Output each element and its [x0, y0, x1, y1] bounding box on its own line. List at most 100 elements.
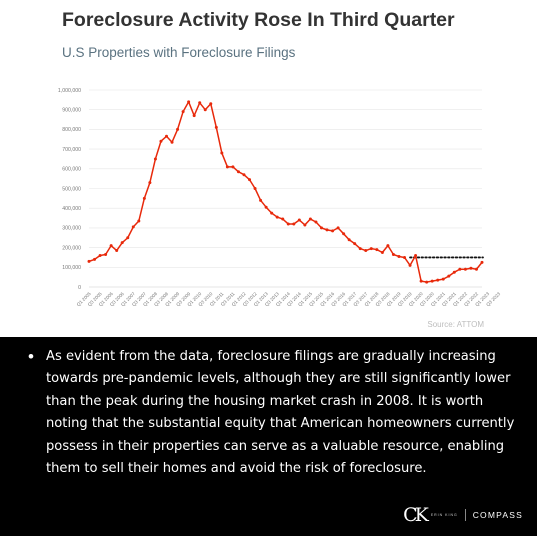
data-point	[231, 165, 235, 169]
data-point	[214, 125, 218, 129]
data-point	[225, 165, 229, 169]
data-point	[419, 279, 423, 283]
y-tick-label: 600,000	[62, 167, 81, 173]
data-point	[275, 215, 279, 219]
chart-title: Foreclosure Activity Rose In Third Quart…	[62, 9, 455, 31]
data-point	[303, 223, 307, 227]
data-point	[126, 236, 130, 240]
data-point	[314, 220, 318, 224]
data-point	[187, 100, 191, 104]
data-point	[242, 173, 246, 177]
data-point	[425, 280, 429, 284]
compass-logo: COMPASS	[472, 510, 523, 520]
data-point	[181, 110, 185, 114]
series-line	[88, 101, 483, 283]
data-point	[192, 114, 196, 118]
data-point	[209, 102, 213, 106]
data-point	[447, 274, 451, 278]
data-point	[87, 259, 91, 263]
data-point	[236, 170, 240, 174]
y-tick-label: 700,000	[62, 147, 81, 153]
data-point	[319, 226, 323, 230]
data-point	[153, 157, 157, 161]
data-point	[397, 254, 401, 258]
line-chart: 0 100,000 200,000 300,000 400,000 500,000 600,…	[58, 88, 502, 307]
data-point	[452, 270, 456, 274]
y-tick-label: 0	[78, 285, 81, 291]
note-text: As evident from the data, foreclosure fi…	[46, 349, 515, 477]
y-tick-label: 400,000	[62, 206, 81, 212]
data-point	[142, 196, 146, 200]
data-point	[170, 140, 174, 144]
data-point	[286, 222, 290, 226]
brand-footer: CK ERIN KING COMPASS	[403, 504, 523, 526]
note-panel: • As evident from the data, foreclosure …	[0, 337, 537, 536]
data-point	[248, 178, 252, 182]
chart-subtitle: U.S Properties with Foreclosure Filings	[62, 45, 296, 60]
data-point	[253, 187, 257, 190]
brand-divider	[464, 509, 466, 521]
data-point	[297, 218, 301, 222]
brand-name: ERIN KING	[430, 513, 458, 517]
data-point	[281, 217, 285, 221]
data-point	[115, 249, 119, 253]
data-point	[463, 267, 467, 271]
data-point	[308, 217, 312, 221]
data-point	[120, 241, 124, 245]
y-tick-label: 1,000,000	[58, 88, 81, 94]
y-axis-ticks: 0 100,000 200,000 300,000 400,000 500,000 600,…	[58, 88, 81, 291]
data-point	[436, 278, 440, 282]
data-point	[93, 257, 97, 261]
data-point	[131, 225, 135, 229]
data-point	[358, 247, 362, 251]
data-point	[164, 134, 168, 138]
data-point	[364, 249, 368, 253]
data-point	[148, 181, 152, 185]
data-point	[159, 139, 163, 143]
data-point	[203, 108, 207, 112]
data-point	[380, 251, 384, 255]
data-point	[109, 244, 113, 248]
data-point	[391, 252, 395, 256]
data-point	[325, 228, 329, 232]
y-tick-label: 300,000	[62, 226, 81, 232]
y-tick-label: 100,000	[62, 265, 81, 271]
y-tick-label: 500,000	[62, 186, 81, 192]
data-point	[458, 267, 462, 271]
data-point	[331, 229, 335, 233]
data-point	[264, 205, 268, 209]
data-point	[469, 266, 473, 270]
chart-panel: Foreclosure Activity Rose In Third Quart…	[57, 9, 502, 329]
series-layer	[87, 100, 484, 284]
erin-king-logo: CK	[403, 504, 429, 526]
data-point	[386, 244, 390, 248]
y-tick-label: 800,000	[62, 127, 81, 133]
data-point	[342, 232, 346, 236]
data-point	[375, 248, 379, 252]
bullet-icon: •	[28, 347, 34, 366]
y-tick-label: 200,000	[62, 245, 81, 251]
data-point	[98, 253, 102, 257]
data-point	[408, 263, 412, 267]
data-point	[480, 260, 484, 264]
data-point	[441, 277, 445, 281]
data-point	[353, 242, 357, 246]
data-point	[336, 226, 340, 230]
data-point	[104, 252, 108, 256]
data-point	[430, 279, 434, 283]
data-point	[220, 151, 224, 155]
gridlines	[89, 89, 482, 288]
data-point	[259, 198, 263, 202]
data-point	[270, 211, 274, 215]
y-tick-label: 900,000	[62, 108, 81, 114]
data-point	[176, 127, 180, 131]
data-point	[198, 101, 202, 105]
data-point	[414, 253, 418, 257]
data-point	[347, 238, 351, 242]
data-point	[137, 219, 141, 223]
data-point	[369, 247, 373, 251]
data-point	[403, 255, 407, 259]
data-point	[292, 222, 296, 226]
